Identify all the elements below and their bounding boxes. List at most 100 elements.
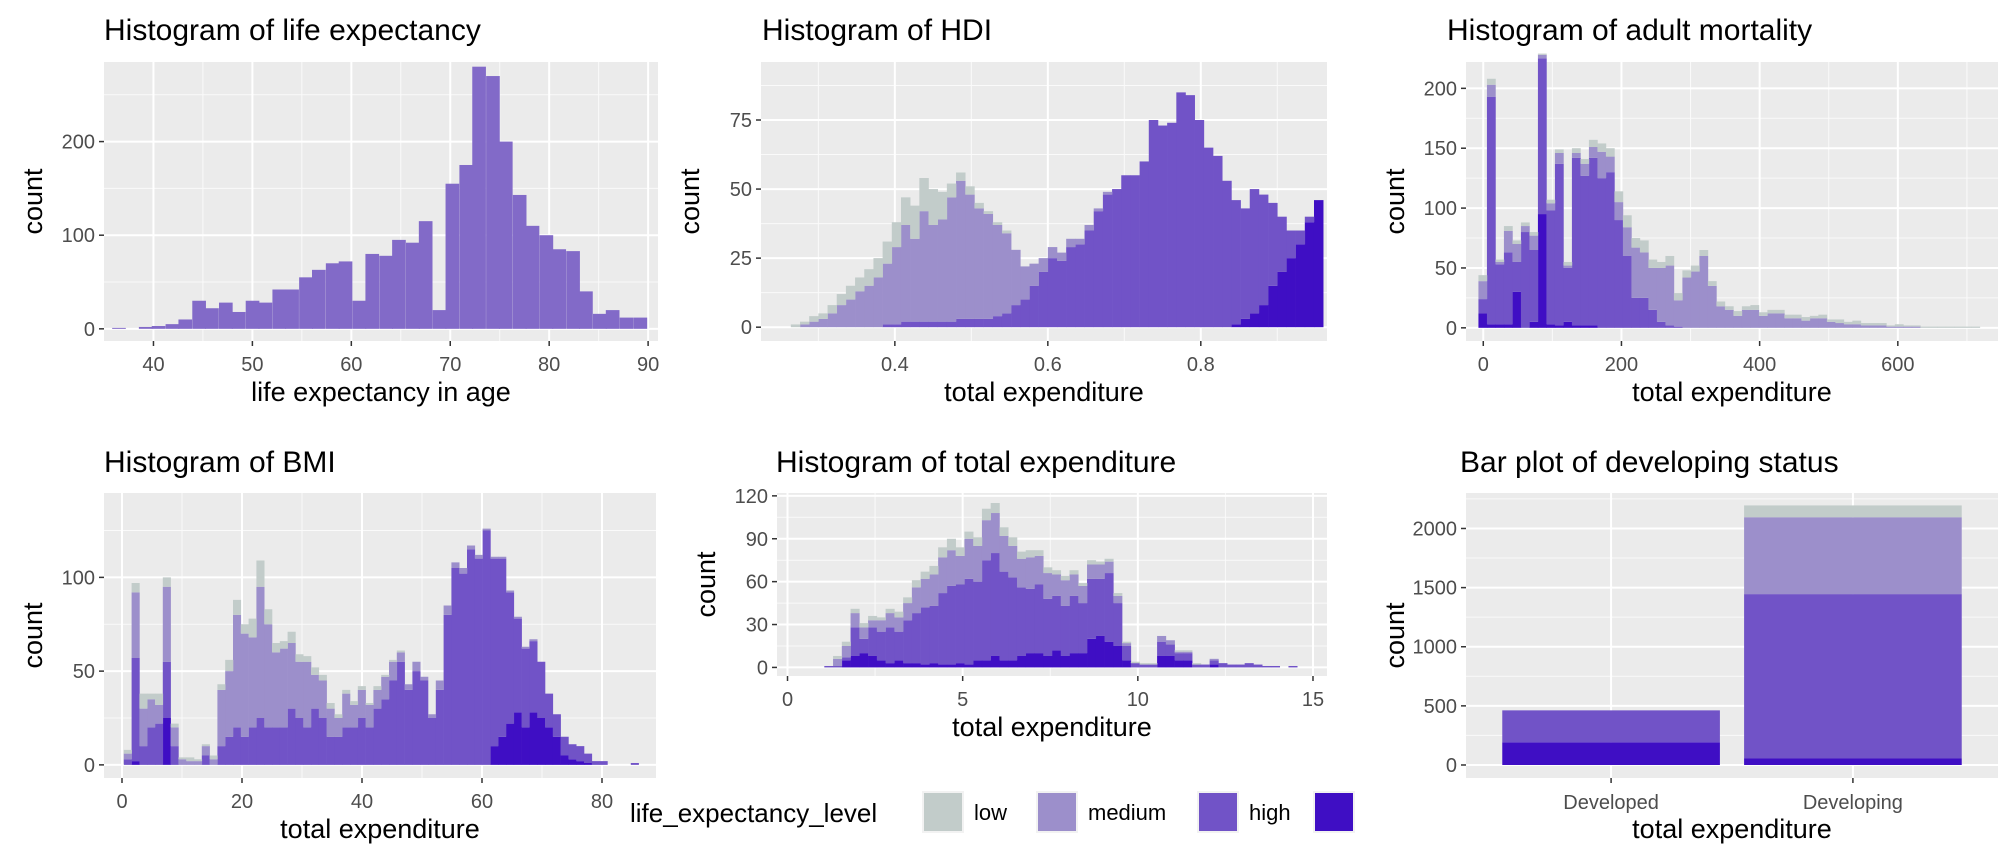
histogram-bar <box>1546 199 1556 204</box>
histogram-bar <box>1268 285 1278 328</box>
histogram-bar <box>1639 240 1649 253</box>
histogram-bar <box>1087 564 1097 579</box>
histogram-bar <box>155 693 164 705</box>
histogram-bar <box>990 513 1000 554</box>
histogram-bar <box>209 755 218 760</box>
histogram-bar <box>1087 578 1097 639</box>
histogram-bar <box>850 608 860 614</box>
chart-title: Histogram of adult mortality <box>1447 14 1812 47</box>
histogram-bar <box>630 763 639 765</box>
histogram-bar <box>350 701 359 705</box>
histogram-bar <box>1631 247 1641 298</box>
histogram-bar <box>1034 555 1044 585</box>
y-tick-label: 30 <box>746 615 768 637</box>
histogram-bar <box>1945 326 1955 328</box>
histogram-bar <box>1894 326 1904 328</box>
histogram-bar <box>404 689 413 765</box>
histogram-bar <box>919 321 929 328</box>
histogram-bar <box>903 597 913 604</box>
histogram-bar <box>955 555 965 585</box>
x-axis-label: total expenditure <box>1632 814 1832 844</box>
histogram-bar <box>506 592 515 724</box>
histogram-bar <box>256 586 265 718</box>
histogram-bar <box>139 746 148 765</box>
histogram-bar <box>1665 325 1675 328</box>
histogram-bar <box>1605 148 1615 157</box>
histogram-bar <box>584 753 593 763</box>
histogram-bar <box>579 291 593 329</box>
histogram-bar <box>1139 161 1150 328</box>
histogram-bar <box>248 637 257 728</box>
histogram-bar <box>992 316 1003 328</box>
histogram-bar <box>937 219 948 322</box>
series-medium <box>1478 54 1921 328</box>
histogram-bar <box>920 664 930 668</box>
histogram-bar <box>1537 214 1547 328</box>
histogram-bar <box>1066 238 1076 248</box>
histogram-bar <box>1529 232 1539 236</box>
histogram-bar <box>233 599 242 615</box>
histogram-bar <box>287 643 296 709</box>
histogram-bar <box>956 318 966 328</box>
histogram-bar <box>974 208 984 319</box>
histogram-bar <box>845 299 856 328</box>
histogram-bar <box>983 318 994 328</box>
histogram-bar <box>956 172 966 181</box>
histogram-bar <box>373 708 382 765</box>
x-tick-label: Developed <box>1563 792 1659 814</box>
histogram-bar <box>999 571 1009 661</box>
histogram-bar <box>194 759 203 762</box>
histogram-bar <box>1093 208 1104 212</box>
histogram-bar <box>981 520 991 561</box>
histogram-bar <box>1078 585 1088 604</box>
histogram-bar <box>396 661 405 765</box>
histogram-bar <box>928 189 938 225</box>
histogram-bar <box>1809 315 1819 319</box>
series-low <box>790 172 1012 328</box>
histogram-bar <box>1075 244 1085 328</box>
chart-hdi: Histogram of HDI 0 25 50 75 0.4 0.6 0.8 total ex… <box>675 14 1327 407</box>
histogram-bar <box>983 211 994 214</box>
histogram-bar <box>1047 258 1058 328</box>
histogram-bar <box>1052 650 1062 668</box>
histogram-bar <box>1784 318 1794 328</box>
histogram-bar <box>964 538 974 579</box>
x-tick-label: 200 <box>1605 354 1638 376</box>
histogram-bar <box>311 269 326 329</box>
histogram-bar <box>201 755 210 765</box>
histogram-bar <box>1025 557 1035 589</box>
histogram-bar <box>1104 558 1114 562</box>
x-tick-label: 0.6 <box>1034 354 1062 376</box>
histogram-bar <box>151 326 166 329</box>
y-tick-label: 50 <box>730 179 752 201</box>
histogram-bar <box>1928 326 1938 328</box>
histogram-bar <box>1495 264 1505 325</box>
histogram-bar <box>868 655 878 668</box>
histogram-bar <box>1209 660 1219 665</box>
histogram-bar <box>1563 321 1573 328</box>
histogram-bar <box>1095 561 1105 565</box>
chart-title: Histogram of life expectancy <box>104 14 481 47</box>
histogram-bar <box>435 680 444 690</box>
histogram-bar <box>809 321 819 328</box>
histogram-bar <box>552 736 561 765</box>
histogram-bar <box>552 714 561 737</box>
histogram-bar <box>1894 324 1904 327</box>
histogram-bar <box>1011 249 1021 306</box>
y-tick-label: 150 <box>1424 138 1457 160</box>
histogram-bar <box>859 623 869 628</box>
histogram-bar <box>303 656 312 662</box>
histogram-bar <box>537 718 546 765</box>
histogram-bar <box>1213 155 1223 328</box>
x-tick-label: 70 <box>439 354 461 376</box>
histogram-bar <box>859 627 869 639</box>
histogram-bar <box>373 689 382 709</box>
histogram-bar <box>1122 660 1132 668</box>
histogram-bar <box>225 659 234 672</box>
histogram-bar <box>1716 301 1726 307</box>
histogram-bar <box>560 755 569 765</box>
histogram-bar <box>1648 309 1658 328</box>
histogram-bar <box>303 661 312 728</box>
histogram-bar <box>1733 315 1743 328</box>
